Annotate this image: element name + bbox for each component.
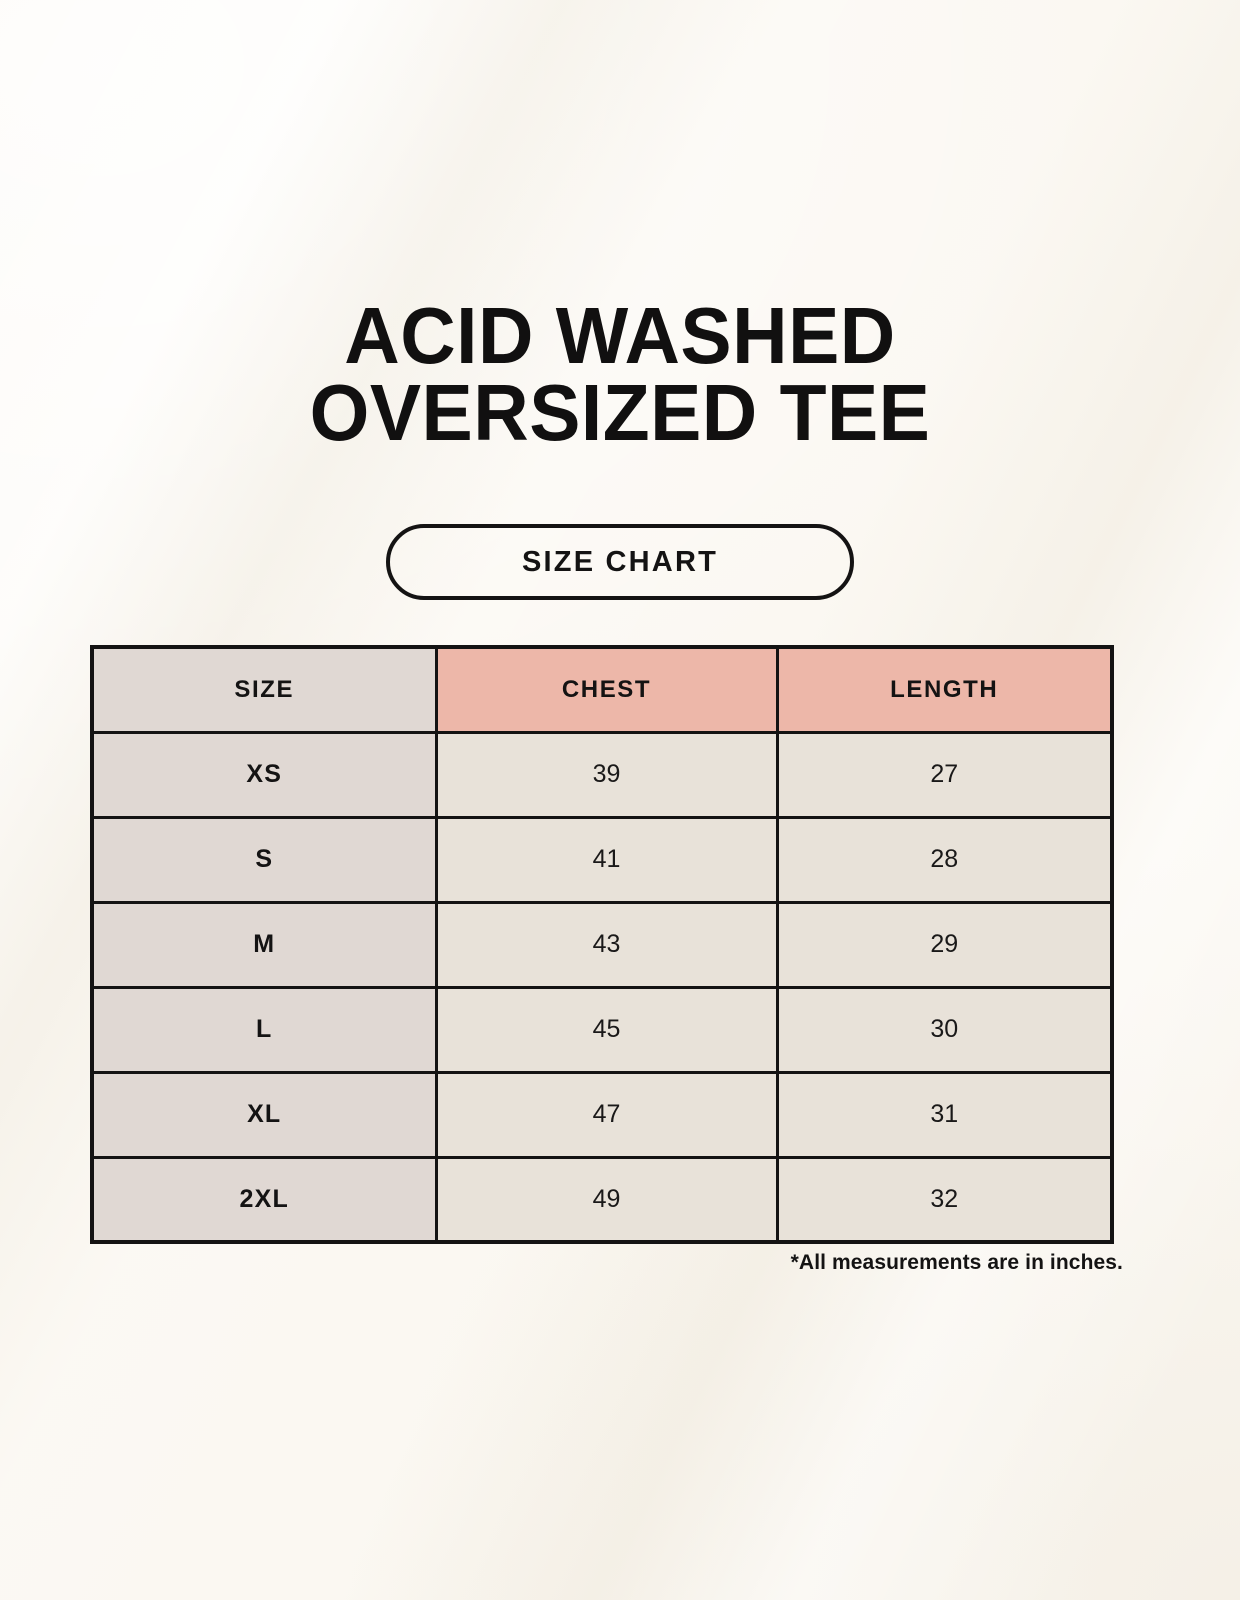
cell-length: 31: [775, 1070, 1114, 1159]
cell-chest: 43: [434, 900, 779, 989]
column-header-size: SIZE: [90, 645, 438, 734]
cell-size: S: [90, 815, 438, 904]
cell-size: XL: [90, 1070, 438, 1159]
cell-size: L: [90, 985, 438, 1074]
table-row: 2XL 49 32: [90, 1155, 1114, 1244]
page-title: ACID WASHED OVERSIZED TEE: [0, 291, 1240, 457]
cell-chest: 41: [434, 815, 779, 904]
table-row: L 45 30: [90, 985, 1114, 1074]
cell-size: 2XL: [90, 1155, 438, 1244]
table-header: SIZE CHEST LENGTH: [90, 645, 1114, 734]
title-line-1: ACID WASHED: [344, 291, 896, 380]
cell-length: 28: [775, 815, 1114, 904]
table-header-row: SIZE CHEST LENGTH: [90, 645, 1114, 734]
column-header-chest: CHEST: [434, 645, 779, 734]
table-row: XS 39 27: [90, 730, 1114, 819]
table-row: XL 47 31: [90, 1070, 1114, 1159]
cell-length: 30: [775, 985, 1114, 1074]
size-chart-badge: SIZE CHART: [386, 524, 854, 600]
size-table: SIZE CHEST LENGTH XS 39 27 S 41 28 M: [90, 645, 1114, 1244]
cell-length: 29: [775, 900, 1114, 989]
column-header-length: LENGTH: [775, 645, 1114, 734]
size-table-container: SIZE CHEST LENGTH XS 39 27 S 41 28 M: [90, 645, 1114, 1244]
badge-container: SIZE CHART: [0, 524, 1240, 600]
table-row: M 43 29: [90, 900, 1114, 989]
measurements-footnote: *All measurements are in inches.: [790, 1251, 1123, 1274]
cell-chest: 47: [434, 1070, 779, 1159]
cell-length: 32: [775, 1155, 1114, 1244]
cell-size: M: [90, 900, 438, 989]
table-body: XS 39 27 S 41 28 M 43 29 L 45 30: [90, 730, 1114, 1244]
cell-chest: 49: [434, 1155, 779, 1244]
cell-size: XS: [90, 730, 438, 819]
table-row: S 41 28: [90, 815, 1114, 904]
cell-length: 27: [775, 730, 1114, 819]
title-line-2: OVERSIZED TEE: [309, 367, 931, 457]
cell-chest: 39: [434, 730, 779, 819]
cell-chest: 45: [434, 985, 779, 1074]
